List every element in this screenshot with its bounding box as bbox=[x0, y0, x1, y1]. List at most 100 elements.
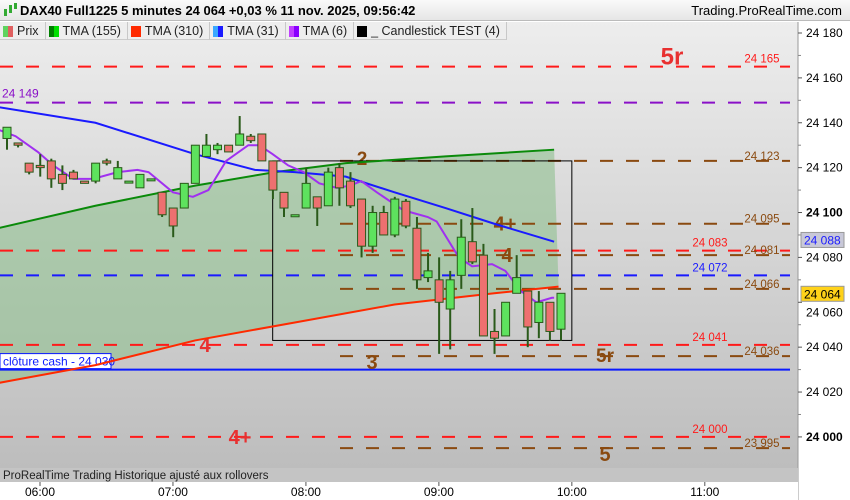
candle-body[interactable] bbox=[523, 290, 533, 328]
legend-item[interactable]: _ Candlestick TEST (4) bbox=[354, 22, 507, 40]
candle-body[interactable] bbox=[501, 301, 511, 337]
candle-body[interactable] bbox=[157, 191, 167, 216]
level-label: 24 000 bbox=[692, 424, 727, 436]
instrument-title: DAX40 Full1225 5 minutes 24 064 +0,03 % … bbox=[20, 2, 416, 18]
price-tag-label: 24 064 bbox=[804, 287, 841, 301]
candle-body[interactable] bbox=[2, 126, 12, 139]
level-label: 23 995 bbox=[744, 438, 779, 450]
candle-body[interactable] bbox=[35, 164, 45, 169]
price-axis bbox=[798, 22, 850, 500]
candle-body[interactable] bbox=[46, 160, 56, 180]
footer-note: ProRealTime Trading Historique ajusté au… bbox=[3, 470, 269, 482]
legend-item[interactable]: TMA (155) bbox=[46, 22, 128, 40]
legend-swatch-icon bbox=[288, 25, 299, 37]
candle-body[interactable] bbox=[68, 171, 78, 180]
candle-body[interactable] bbox=[168, 207, 178, 227]
indicator-legend: Prix TMA (155) TMA (310) TMA (31) TMA (6) _ C… bbox=[0, 22, 507, 40]
candle-body[interactable] bbox=[357, 198, 367, 247]
candle-body[interactable] bbox=[545, 301, 555, 332]
level-tag: 5r bbox=[596, 346, 615, 367]
candle-body[interactable] bbox=[235, 133, 245, 146]
legend-item[interactable]: TMA (310) bbox=[128, 22, 211, 40]
candle-body[interactable] bbox=[379, 212, 389, 236]
price-tag bbox=[800, 285, 845, 302]
legend-swatch-icon bbox=[213, 25, 224, 37]
candle-body[interactable] bbox=[257, 133, 267, 162]
candle-body[interactable] bbox=[345, 180, 355, 207]
candle-body[interactable] bbox=[301, 182, 311, 209]
level-label: 24 041 bbox=[692, 332, 727, 344]
x-tick-label: 08:00 bbox=[291, 485, 321, 499]
candlestick-chart-icon bbox=[4, 3, 17, 16]
level-label: 24 149 bbox=[2, 87, 39, 101]
candle-body[interactable] bbox=[113, 167, 123, 180]
level-tag: 4+ bbox=[494, 214, 517, 236]
candle-body[interactable] bbox=[401, 200, 411, 227]
candle-body[interactable] bbox=[91, 162, 101, 182]
candle-body[interactable] bbox=[102, 160, 112, 164]
y-tick-label: 24 160 bbox=[806, 71, 843, 85]
level-label: 24 083 bbox=[692, 238, 727, 250]
level-tag: 4 bbox=[501, 245, 513, 267]
candle-body[interactable] bbox=[179, 182, 189, 209]
candle-body[interactable] bbox=[268, 160, 278, 191]
candle-body[interactable] bbox=[124, 180, 134, 184]
legend-item[interactable]: TMA (6) bbox=[286, 22, 355, 40]
candle-body[interactable] bbox=[556, 292, 566, 330]
legend-label: TMA (6) bbox=[302, 24, 348, 38]
candle-body[interactable] bbox=[423, 270, 433, 279]
candle-body[interactable] bbox=[534, 301, 544, 323]
legend-swatch-icon bbox=[3, 25, 13, 37]
candle-body[interactable] bbox=[334, 167, 344, 189]
candle-body[interactable] bbox=[290, 214, 300, 218]
candle-body[interactable] bbox=[201, 144, 211, 157]
candle-body[interactable] bbox=[323, 171, 333, 207]
legend-swatch-icon bbox=[48, 25, 59, 37]
candle-body[interactable] bbox=[213, 144, 223, 151]
x-tick-label: 06:00 bbox=[25, 485, 55, 499]
legend-label: _ Candlestick TEST (4) bbox=[371, 24, 500, 38]
x-tick-label: 07:00 bbox=[158, 485, 188, 499]
level-label: 24 095 bbox=[744, 214, 779, 226]
level-tag: 4+ bbox=[229, 427, 252, 449]
candle-body[interactable] bbox=[246, 135, 256, 142]
candle-body[interactable] bbox=[279, 191, 289, 209]
site-name: Trading.ProRealTime.com bbox=[691, 3, 842, 18]
legend-item[interactable]: TMA (31) bbox=[210, 22, 286, 40]
time-axis bbox=[0, 482, 798, 500]
tma-line-2 bbox=[0, 106, 555, 243]
candle-body[interactable] bbox=[490, 330, 500, 339]
candle-body[interactable] bbox=[24, 162, 34, 173]
candle-body[interactable] bbox=[434, 279, 444, 303]
tma-fill-area bbox=[0, 149, 559, 383]
legend-swatch-icon bbox=[357, 25, 368, 37]
candle-body[interactable] bbox=[13, 142, 23, 146]
candle-body[interactable] bbox=[146, 178, 156, 182]
level-tag: 5r bbox=[661, 44, 684, 71]
candle-body[interactable] bbox=[135, 173, 145, 189]
candle-body[interactable] bbox=[312, 196, 322, 209]
candle-body[interactable] bbox=[57, 173, 67, 184]
candle-body[interactable] bbox=[390, 198, 400, 236]
y-tick-label: 24 100 bbox=[806, 206, 843, 220]
legend-label: TMA (155) bbox=[62, 24, 121, 38]
legend-item[interactable]: Prix bbox=[0, 22, 46, 40]
level-tag: 4 bbox=[199, 335, 211, 357]
candle-body[interactable] bbox=[80, 180, 90, 184]
candle-body[interactable] bbox=[512, 277, 522, 294]
candle-body[interactable] bbox=[368, 212, 378, 247]
y-tick-label: 24 080 bbox=[806, 250, 843, 264]
candle-body[interactable] bbox=[456, 236, 466, 276]
price-tag-label: 24 088 bbox=[804, 233, 841, 247]
candle-body[interactable] bbox=[190, 144, 200, 184]
y-tick-label: 24 180 bbox=[806, 26, 843, 40]
candle-body[interactable] bbox=[467, 241, 477, 263]
level-label: 24 066 bbox=[744, 279, 779, 291]
candle-body[interactable] bbox=[478, 254, 488, 337]
candle-body[interactable] bbox=[412, 227, 422, 281]
level-tag: 3 bbox=[366, 352, 377, 374]
candle-body[interactable] bbox=[445, 279, 455, 310]
level-label: 24 123 bbox=[744, 151, 779, 163]
candle-body[interactable] bbox=[224, 144, 234, 153]
